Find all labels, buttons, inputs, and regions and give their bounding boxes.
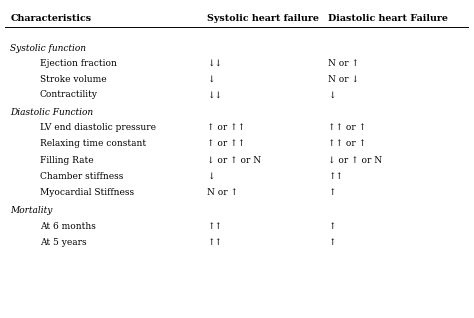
Text: Ejection fraction: Ejection fraction <box>39 59 117 68</box>
Text: Characteristics: Characteristics <box>10 14 91 23</box>
Text: ↑↑: ↑↑ <box>207 238 222 247</box>
Text: ↓: ↓ <box>328 90 335 100</box>
Text: Filling Rate: Filling Rate <box>39 156 93 165</box>
Text: Contractility: Contractility <box>39 90 98 100</box>
Text: Diastolic Function: Diastolic Function <box>10 107 93 117</box>
Text: Systolic heart failure: Systolic heart failure <box>207 14 319 23</box>
Text: Diastolic heart Failure: Diastolic heart Failure <box>328 14 447 23</box>
Text: N or ↑: N or ↑ <box>328 59 359 68</box>
Text: ↓ or ↑ or N: ↓ or ↑ or N <box>207 156 261 165</box>
Text: ↑ or ↑↑: ↑ or ↑↑ <box>207 139 245 149</box>
Text: ↓ or ↑ or N: ↓ or ↑ or N <box>328 156 382 165</box>
Text: Stroke volume: Stroke volume <box>39 75 106 84</box>
Text: Relaxing time constant: Relaxing time constant <box>39 139 146 149</box>
Text: ↑ or ↑↑: ↑ or ↑↑ <box>207 123 245 132</box>
Text: ↓↓: ↓↓ <box>207 90 222 100</box>
Text: N or ↑: N or ↑ <box>207 188 238 197</box>
Text: ↑↑: ↑↑ <box>328 172 343 181</box>
Text: Systolic function: Systolic function <box>10 44 86 53</box>
Text: Myocardial Stiffness: Myocardial Stiffness <box>39 188 134 197</box>
Text: ↓↓: ↓↓ <box>207 59 222 68</box>
Text: ↑↑ or ↑: ↑↑ or ↑ <box>328 123 366 132</box>
Text: At 5 years: At 5 years <box>39 238 86 247</box>
Text: ↑: ↑ <box>328 188 335 197</box>
Text: Mortality: Mortality <box>10 206 53 215</box>
Text: ↑↑ or ↑: ↑↑ or ↑ <box>328 139 366 149</box>
Text: At 6 months: At 6 months <box>39 222 95 231</box>
Text: ↑: ↑ <box>328 222 335 231</box>
Text: ↓: ↓ <box>207 75 214 84</box>
Text: ↓: ↓ <box>207 172 214 181</box>
Text: Chamber stiffness: Chamber stiffness <box>39 172 123 181</box>
Text: ↑↑: ↑↑ <box>207 222 222 231</box>
Text: LV end diastolic pressure: LV end diastolic pressure <box>39 123 155 132</box>
Text: N or ↓: N or ↓ <box>328 75 359 84</box>
Text: ↑: ↑ <box>328 238 335 247</box>
